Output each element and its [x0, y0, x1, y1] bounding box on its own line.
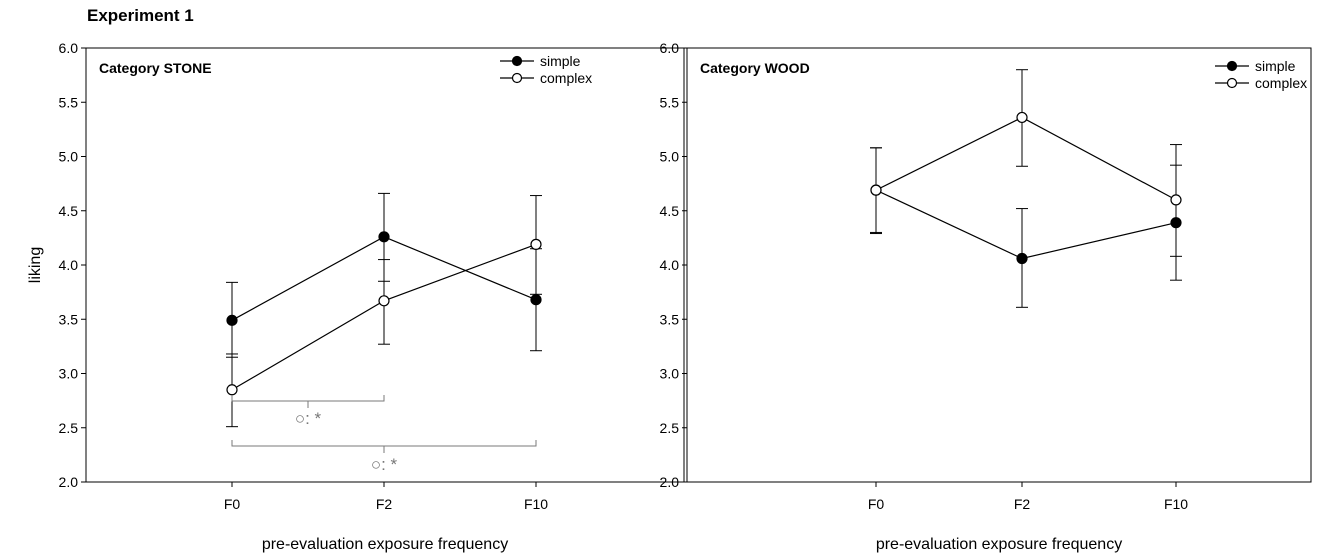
panel-2-x-tick-label: F10	[1164, 496, 1188, 512]
panel-1-significance-bracket	[231, 440, 537, 453]
panel-1-y-tick-label: 2.0	[59, 474, 79, 490]
panel-2-y-tick-label: 5.5	[660, 94, 680, 110]
panel-1-y-tick-label: 2.5	[59, 420, 79, 436]
panel-2-y-tick-label: 2.0	[660, 474, 680, 490]
panel-2-series-complex-point	[1170, 194, 1182, 206]
panel-1-y-tick-label: 5.5	[59, 94, 79, 110]
panel-1-significance-label: ○: *	[295, 409, 322, 428]
panel-2-y-tick-label: 4.5	[660, 203, 680, 219]
panel-1-series-complex-point	[226, 384, 238, 396]
panel-2-x-tick-label: F2	[1014, 496, 1031, 512]
panel-1-legend-label-complex: complex	[540, 70, 592, 86]
panel-2-series-complex-point	[870, 184, 882, 196]
panel-2-y-tick-label: 4.0	[660, 257, 680, 273]
panel-1-series-complex-point	[530, 238, 542, 250]
panel-2-series-simple-line	[875, 189, 1177, 260]
panel-1-plot-frame	[85, 47, 685, 483]
panel-1-legend-label-simple: simple	[540, 53, 581, 69]
panel-1-series-complex-point	[378, 295, 390, 307]
panel-1-panel-title: Category STONE	[99, 60, 212, 76]
panel-1-legend-marker	[511, 55, 523, 67]
panel-1-y-tick-label: 3.5	[59, 311, 79, 327]
panel-1-y-tick-label: 3.0	[59, 366, 79, 382]
panel-2-y-tick-label: 2.5	[660, 420, 680, 436]
panel-2-series-simple-point	[1016, 252, 1028, 265]
panel-1-series-simple-point	[530, 294, 542, 306]
figure-title: Experiment 1	[87, 6, 194, 25]
panel-1-x-tick-label: F0	[224, 496, 241, 512]
panel-1-y-tick-label: 4.0	[59, 257, 79, 273]
panel-2-y-tick-label: 6.0	[660, 40, 680, 56]
panel-2-series-simple-point	[1170, 217, 1182, 229]
panel-2-legend-label-simple: simple	[1255, 58, 1296, 74]
panel-2-panel-title: Category WOOD	[700, 60, 810, 76]
panel-1-y-tick-label: 5.0	[59, 149, 79, 165]
panel-1-y-tick-label: 4.5	[59, 203, 79, 219]
panel-2-legend-marker	[1226, 77, 1238, 89]
panel-1-significance-label: ○: *	[371, 455, 398, 474]
panel-2-legend-marker	[1226, 60, 1238, 72]
panel-1-x-axis-title: pre-evaluation exposure frequency	[262, 536, 508, 553]
panel-2-y-tick-label: 3.0	[660, 366, 680, 382]
panel-1-series-simple-point	[378, 231, 390, 243]
panel-2-y-tick-label: 5.0	[660, 149, 680, 165]
panel-1-x-tick-label: F2	[376, 496, 393, 512]
panel-2-y-tick-label: 3.5	[660, 311, 680, 327]
panel-2-x-tick-label: F0	[868, 496, 885, 512]
panel-1-series-simple-point	[226, 314, 238, 326]
panel-1-legend-marker	[511, 72, 523, 84]
panel-2-plot-frame	[686, 47, 1312, 483]
panel-1-y-tick-label: 6.0	[59, 40, 79, 56]
panel-1-x-tick-label: F10	[524, 496, 548, 512]
panel-1-y-axis-title: liking	[27, 247, 44, 283]
panel-2-series-complex-point	[1016, 111, 1028, 124]
panel-2-x-axis-title: pre-evaluation exposure frequency	[876, 536, 1122, 553]
panel-2-series-complex-line	[875, 116, 1177, 201]
panel-2-legend-label-complex: complex	[1255, 75, 1307, 91]
panel-1-significance-bracket	[231, 395, 385, 408]
